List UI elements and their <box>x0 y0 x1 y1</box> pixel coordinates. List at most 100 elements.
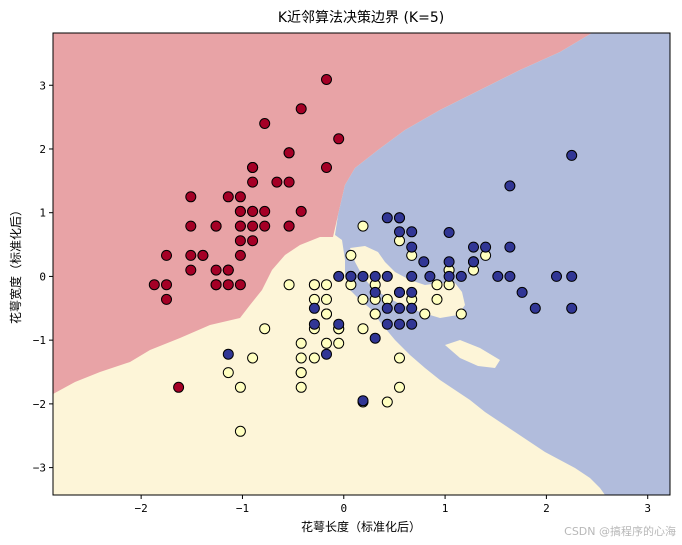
point-class-2 <box>504 270 516 282</box>
point-class-2 <box>468 241 479 253</box>
point-class-0 <box>161 249 172 261</box>
point-class-2 <box>504 180 516 192</box>
point-class-0 <box>283 176 295 188</box>
point-class-2 <box>222 348 234 360</box>
point-class-2 <box>308 302 320 314</box>
point-class-2 <box>551 270 562 282</box>
y-tick-label: −3 <box>33 462 46 475</box>
point-class-0 <box>185 220 197 232</box>
point-class-1 <box>222 367 234 379</box>
point-class-0 <box>161 293 172 305</box>
point-class-1 <box>295 367 307 379</box>
point-class-1 <box>295 352 307 364</box>
point-class-0 <box>234 220 246 232</box>
point-class-0 <box>234 191 246 203</box>
point-class-1 <box>455 308 467 320</box>
point-class-2 <box>394 212 405 224</box>
point-class-1 <box>357 323 369 335</box>
y-axis-label: 花萼宽度（标准化后） <box>8 204 23 324</box>
x-tick-label: −2 <box>135 502 148 515</box>
y-tick-label: −2 <box>33 398 46 411</box>
point-class-2 <box>424 270 436 282</box>
point-class-0 <box>185 264 197 276</box>
point-class-1 <box>283 279 295 291</box>
point-class-2 <box>468 256 479 268</box>
point-class-0 <box>148 279 160 291</box>
point-class-1 <box>357 220 369 232</box>
plot-frame <box>52 32 671 496</box>
point-class-2 <box>492 270 504 282</box>
decision-regions <box>53 33 670 495</box>
y-tick-label: 1 <box>39 207 46 220</box>
point-class-2 <box>381 212 393 224</box>
point-class-2 <box>333 270 345 282</box>
point-class-0 <box>234 205 246 217</box>
point-class-2 <box>394 318 405 330</box>
point-class-2 <box>406 286 418 298</box>
point-class-1 <box>259 323 271 335</box>
point-class-0 <box>283 220 295 232</box>
point-class-1 <box>295 381 307 393</box>
point-class-0 <box>321 74 332 85</box>
point-class-2 <box>369 332 381 344</box>
point-class-0 <box>295 103 307 115</box>
x-axis-ticks: −2 −1 0 1 2 3 <box>135 495 651 515</box>
point-class-0 <box>259 118 271 129</box>
point-class-0 <box>173 381 185 393</box>
point-class-1 <box>321 308 332 320</box>
point-class-0 <box>259 205 271 217</box>
point-class-1 <box>321 293 332 305</box>
region-class-2 <box>335 33 670 495</box>
scatter-points <box>148 74 578 437</box>
point-class-0 <box>283 147 295 159</box>
x-tick-label: 0 <box>340 502 347 515</box>
point-class-0 <box>247 176 259 188</box>
point-class-2 <box>406 270 418 282</box>
point-class-1 <box>394 352 405 364</box>
point-class-2 <box>357 270 369 282</box>
x-axis-label: 花萼长度（标准化后） <box>301 519 421 534</box>
point-class-1 <box>321 279 332 291</box>
point-class-1 <box>321 337 332 349</box>
point-class-2 <box>381 302 393 314</box>
point-class-0 <box>247 205 259 217</box>
y-tick-label: −1 <box>33 334 46 347</box>
point-class-0 <box>161 279 172 291</box>
region-class-0 <box>53 33 592 394</box>
point-class-1 <box>247 352 259 364</box>
point-class-0 <box>210 220 222 232</box>
point-class-2 <box>357 395 369 407</box>
point-class-2 <box>406 226 418 238</box>
y-tick-label: 2 <box>39 143 46 156</box>
point-class-2 <box>443 256 455 268</box>
point-class-1 <box>381 396 393 408</box>
point-class-0 <box>185 249 197 261</box>
point-class-0 <box>234 235 246 247</box>
point-class-2 <box>333 318 345 330</box>
point-class-2 <box>394 302 405 314</box>
point-class-0 <box>321 162 332 173</box>
point-class-2 <box>443 270 455 282</box>
point-class-2 <box>345 270 357 282</box>
point-class-2 <box>516 286 528 298</box>
point-class-1 <box>345 249 357 261</box>
y-tick-label: 0 <box>39 270 46 283</box>
point-class-0 <box>222 279 234 291</box>
point-class-0 <box>247 162 259 173</box>
point-class-2 <box>394 226 405 238</box>
point-class-2 <box>566 270 578 282</box>
point-class-0 <box>259 220 271 232</box>
point-class-1 <box>357 293 369 305</box>
point-class-0 <box>210 279 222 291</box>
watermark: CSDN @搞程序的心海 <box>564 525 676 538</box>
x-tick-label: −1 <box>236 502 249 515</box>
y-axis-ticks: −3 −2 −1 0 1 2 3 <box>33 79 53 475</box>
y-tick-label: 3 <box>39 79 46 92</box>
point-class-2 <box>321 348 332 360</box>
point-class-1 <box>431 279 443 291</box>
point-class-0 <box>222 264 234 276</box>
point-class-2 <box>566 149 578 161</box>
point-class-2 <box>480 241 492 253</box>
point-class-2 <box>529 302 541 314</box>
point-class-2 <box>308 318 320 330</box>
